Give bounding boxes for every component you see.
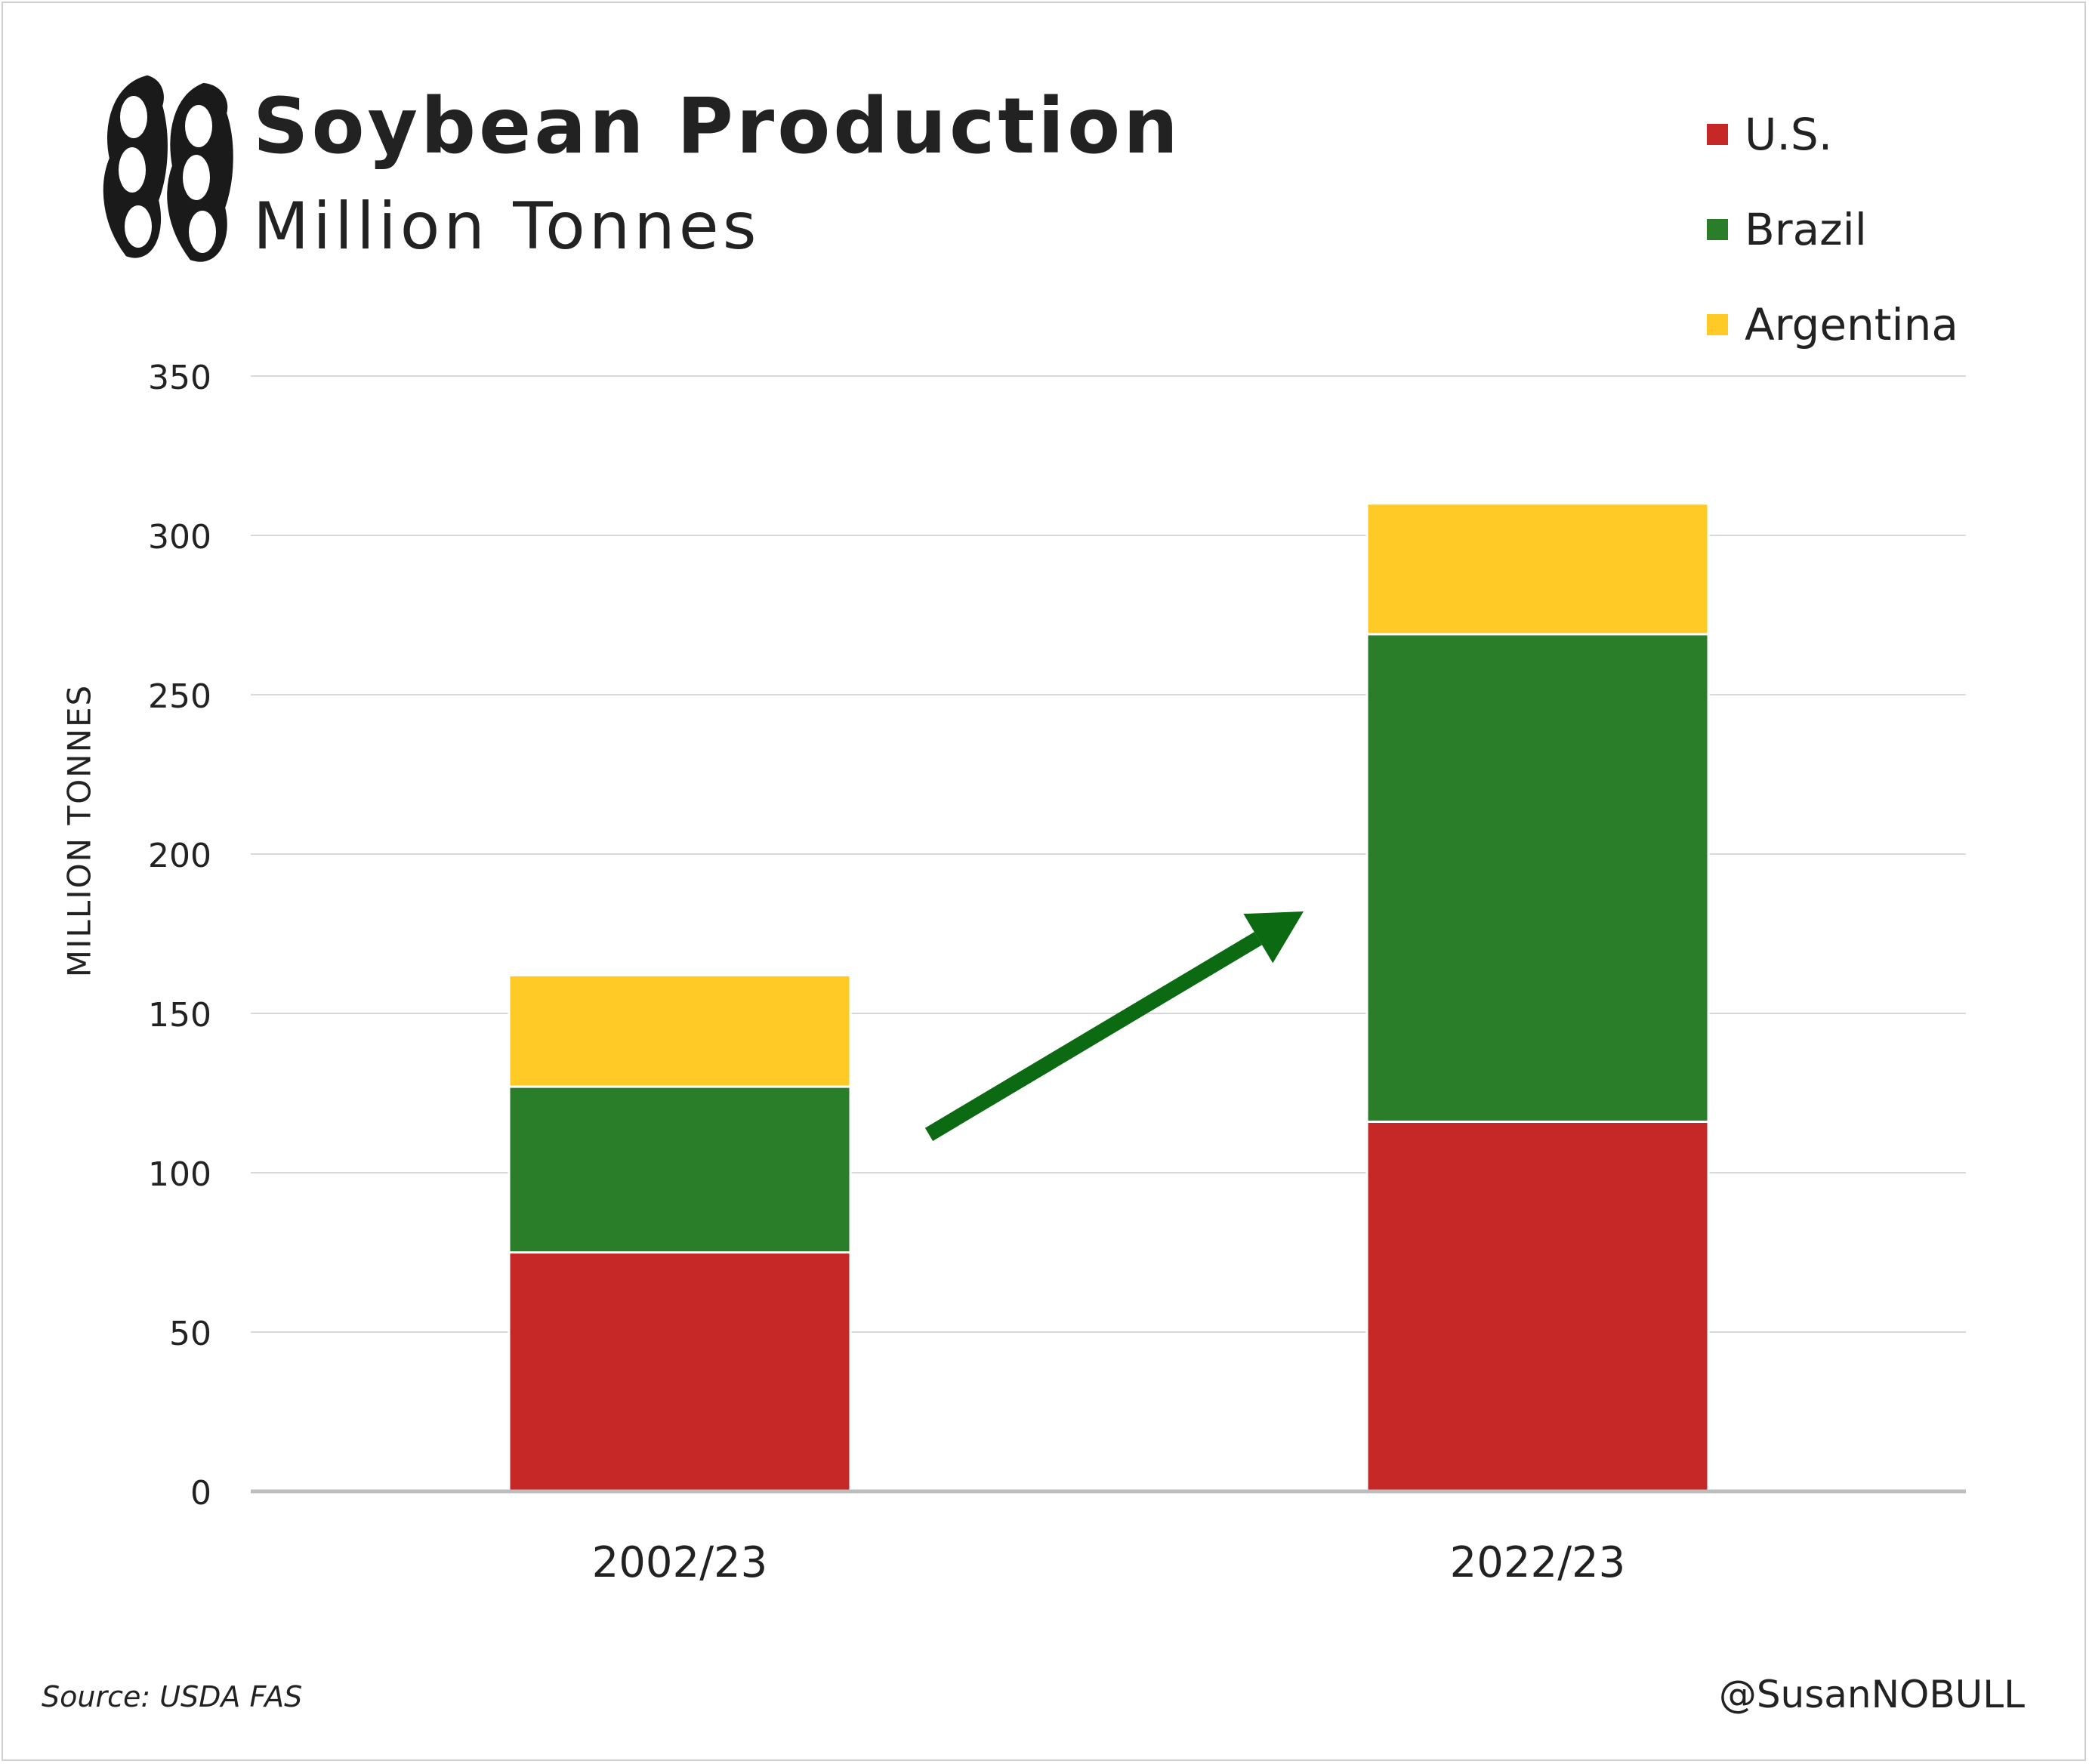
y-tick-label: 100 — [148, 1155, 211, 1194]
y-tick-label: 50 — [169, 1315, 211, 1353]
x-tick-label: 2002/23 — [592, 1538, 768, 1587]
legend-label-argentina: Argentina — [1745, 299, 1958, 350]
legend-label-us: U.S. — [1745, 109, 1833, 160]
bar-segment — [508, 973, 852, 1088]
source-note: Source: USDA FAS — [42, 1680, 303, 1713]
legend-label-brazil: Brazil — [1745, 204, 1867, 255]
legend-item-us: U.S. — [1707, 87, 1958, 182]
trend-arrow-head — [1243, 911, 1304, 964]
x-tick-label: 2022/23 — [1450, 1538, 1626, 1587]
legend-item-brazil: Brazil — [1707, 182, 1958, 277]
y-tick-label: 150 — [148, 996, 211, 1035]
bar-segment — [1365, 1120, 1710, 1493]
y-tick-label: 300 — [148, 518, 211, 557]
trend-arrow-shaft — [924, 932, 1262, 1141]
soybean-pod-icon — [103, 75, 233, 262]
chart-subtitle: Million Tonnes — [253, 189, 761, 264]
author-handle: @SusanNOBULL — [1718, 1673, 2025, 1716]
bar-segment — [508, 1085, 852, 1254]
bar-segment — [1365, 502, 1710, 636]
legend-swatch-us — [1707, 124, 1728, 145]
legend-item-argentina: Argentina — [1707, 277, 1958, 372]
y-tick-label: 250 — [148, 677, 211, 716]
legend: U.S. Brazil Argentina — [1707, 87, 1958, 372]
legend-swatch-brazil — [1707, 219, 1728, 240]
bar-segment — [508, 1251, 852, 1493]
bar-segment — [1365, 633, 1710, 1123]
chart-title: Soybean Production — [253, 82, 1181, 171]
legend-swatch-argentina — [1707, 314, 1728, 335]
y-tick-label: 0 — [190, 1474, 211, 1513]
y-tick-label: 200 — [148, 837, 211, 875]
y-tick-label: 350 — [148, 359, 211, 397]
